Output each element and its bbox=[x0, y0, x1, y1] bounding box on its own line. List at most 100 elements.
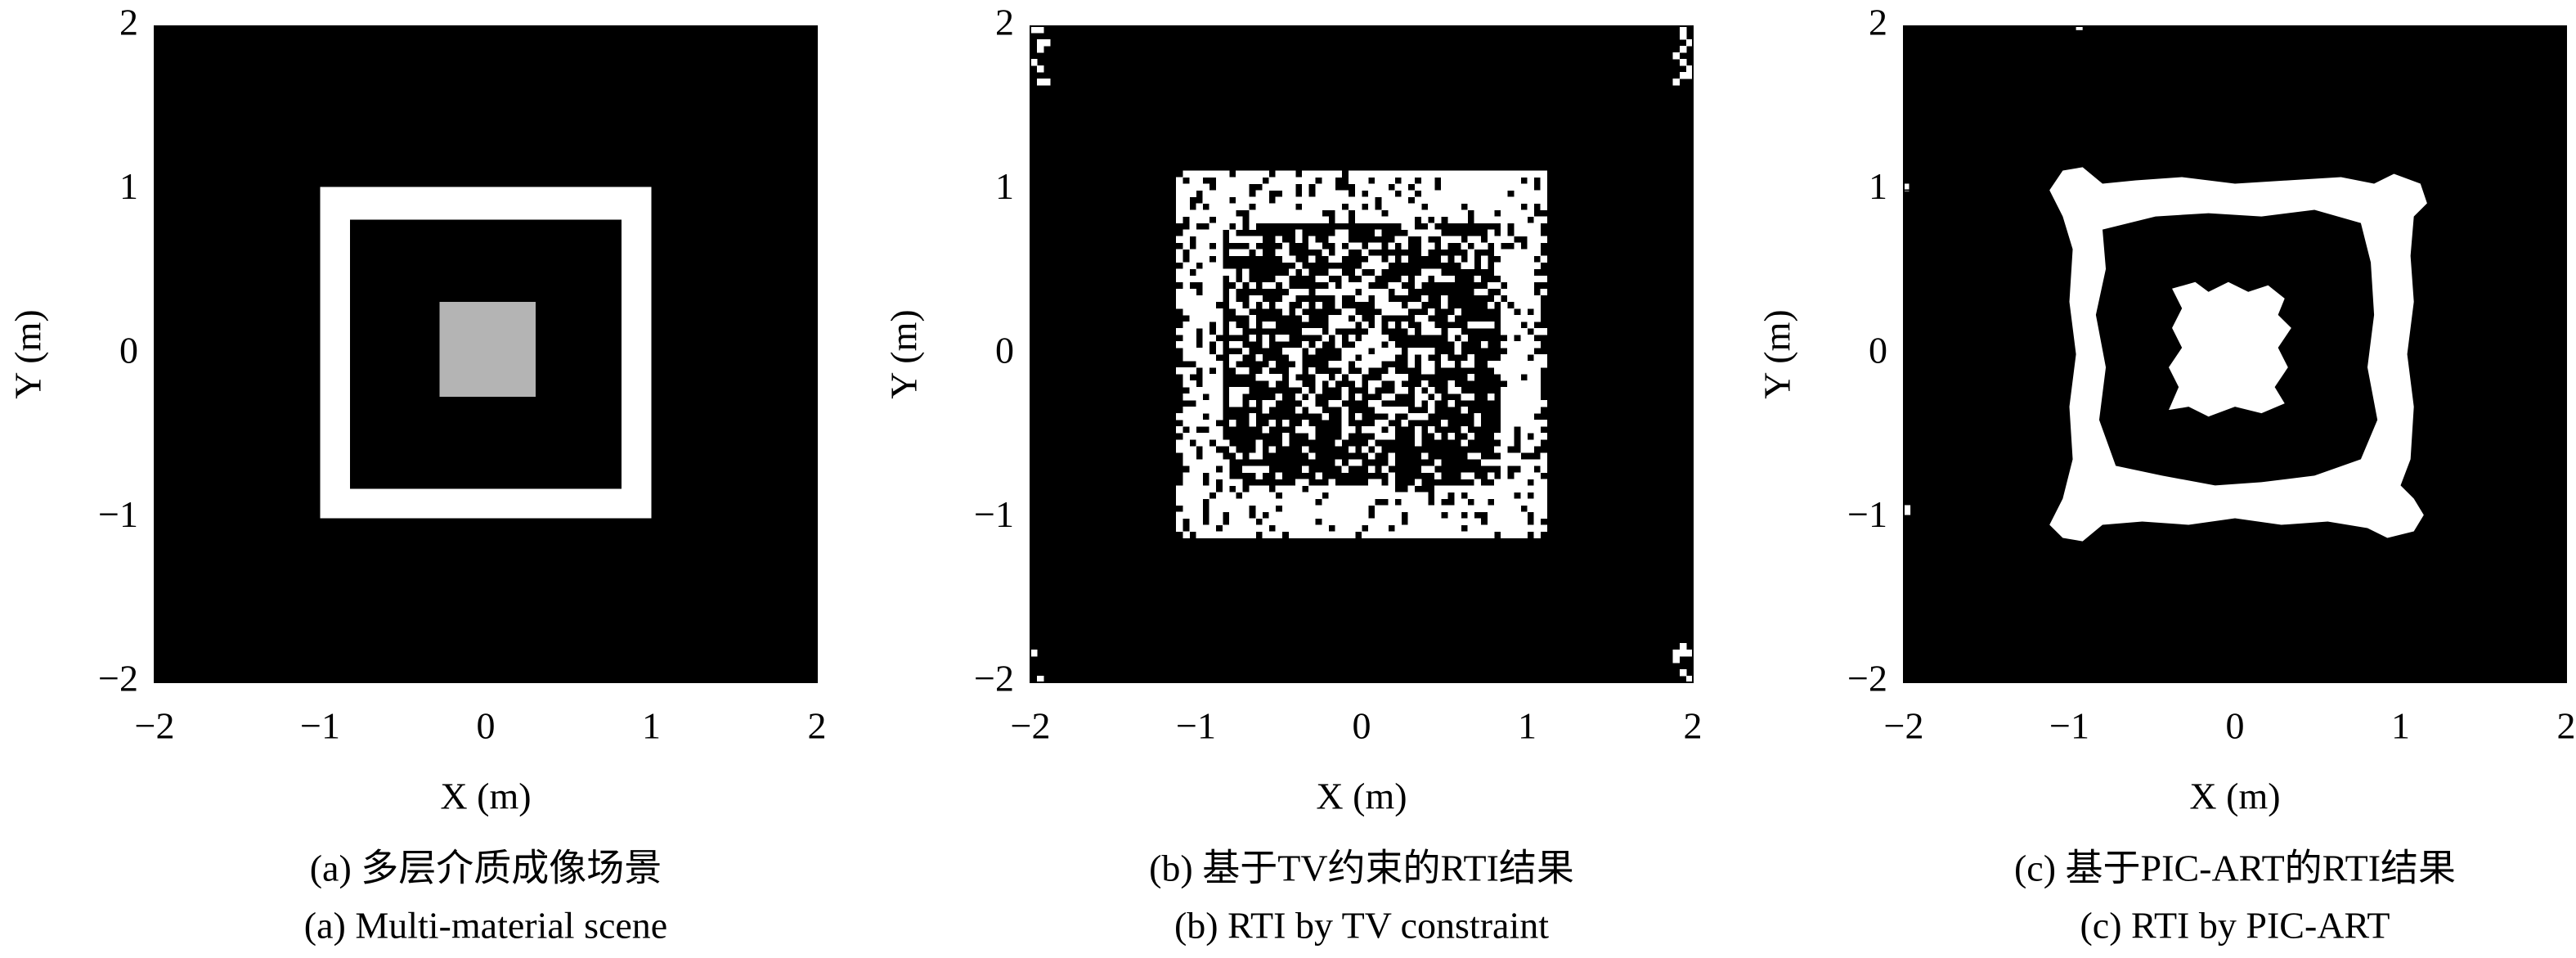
speckle bbox=[1288, 367, 1296, 375]
speckle bbox=[1189, 308, 1196, 316]
speckle bbox=[1315, 327, 1322, 335]
speckle bbox=[1428, 531, 1435, 538]
speckle bbox=[1189, 170, 1196, 178]
speckle bbox=[1229, 340, 1236, 349]
speckle bbox=[1302, 190, 1309, 197]
speckle bbox=[1262, 492, 1270, 499]
speckle bbox=[1255, 485, 1263, 492]
speckle bbox=[1527, 466, 1535, 473]
speckle bbox=[1236, 505, 1243, 512]
speckle bbox=[1236, 367, 1243, 375]
speckle bbox=[1388, 340, 1395, 349]
speckle bbox=[1520, 301, 1528, 309]
speckle bbox=[1487, 236, 1495, 244]
speckle bbox=[1474, 236, 1482, 244]
speckle bbox=[1354, 203, 1362, 210]
speckle bbox=[1381, 347, 1389, 355]
speckle bbox=[1428, 400, 1435, 407]
speckle bbox=[1229, 354, 1236, 362]
speckle bbox=[1474, 498, 1482, 506]
speckle bbox=[1249, 281, 1256, 290]
speckle bbox=[1533, 394, 1542, 401]
speckle bbox=[1322, 190, 1329, 197]
speckle bbox=[1335, 288, 1343, 296]
speckle bbox=[1288, 203, 1296, 210]
speckle bbox=[1375, 190, 1382, 197]
speckle bbox=[1308, 407, 1316, 414]
speckle bbox=[1308, 203, 1316, 210]
speckle bbox=[1322, 531, 1329, 538]
speckle bbox=[1501, 170, 1508, 178]
speckle bbox=[1447, 505, 1455, 512]
speckle bbox=[1275, 472, 1283, 479]
speckle bbox=[1368, 327, 1376, 335]
speckle bbox=[1467, 394, 1475, 401]
speckle bbox=[1414, 275, 1422, 283]
caption: (c) 基于PIC-ART的RTI结果 bbox=[2014, 848, 2456, 889]
speckle bbox=[1368, 262, 1376, 270]
speckle bbox=[1685, 649, 1693, 657]
speckle bbox=[1388, 242, 1395, 250]
speckle bbox=[1362, 361, 1369, 368]
speckle bbox=[1441, 236, 1448, 244]
speckle bbox=[1520, 216, 1528, 224]
speckle bbox=[1527, 203, 1535, 210]
speckle bbox=[1501, 374, 1508, 381]
speckle bbox=[1414, 183, 1422, 191]
speckle bbox=[1507, 505, 1515, 512]
speckle bbox=[1441, 170, 1448, 178]
speckle bbox=[1487, 459, 1495, 466]
speckle bbox=[1527, 295, 1535, 303]
speckle bbox=[1242, 518, 1250, 525]
speckle bbox=[1196, 485, 1204, 492]
speckle bbox=[1362, 492, 1369, 499]
speckle bbox=[1474, 196, 1482, 204]
speckle bbox=[1335, 190, 1343, 197]
speckle bbox=[1407, 354, 1416, 362]
speckle bbox=[1183, 394, 1190, 401]
speckle bbox=[1533, 361, 1542, 368]
speckle bbox=[1209, 295, 1217, 303]
speckle bbox=[1394, 281, 1402, 290]
speckle bbox=[1414, 413, 1422, 421]
speckle bbox=[1368, 380, 1376, 388]
speckle bbox=[1262, 426, 1270, 434]
speckle bbox=[1381, 177, 1389, 184]
speckle bbox=[1189, 505, 1196, 512]
speckle bbox=[1434, 394, 1442, 401]
speckle bbox=[1401, 524, 1409, 532]
speckle bbox=[1183, 407, 1190, 414]
speckle bbox=[1202, 183, 1210, 191]
speckle bbox=[1467, 321, 1475, 329]
speckle bbox=[1202, 170, 1210, 178]
speckle bbox=[1341, 505, 1349, 512]
speckle bbox=[1341, 216, 1349, 224]
speckle bbox=[1447, 334, 1455, 342]
speckle bbox=[1434, 531, 1442, 538]
speckle bbox=[1202, 255, 1210, 263]
speckle bbox=[1262, 203, 1270, 210]
speckle bbox=[1037, 46, 1044, 53]
speckle bbox=[1540, 420, 1548, 427]
speckle bbox=[1480, 196, 1488, 204]
speckle bbox=[1480, 255, 1488, 263]
speckle bbox=[1229, 492, 1236, 499]
speckle bbox=[1236, 177, 1243, 184]
speckle bbox=[1388, 485, 1395, 492]
speckle bbox=[1487, 196, 1495, 204]
speckle bbox=[1288, 505, 1296, 512]
speckle bbox=[1401, 242, 1409, 250]
speckle bbox=[1275, 301, 1283, 309]
speckle bbox=[1341, 413, 1349, 421]
speckle bbox=[1362, 216, 1369, 224]
speckle bbox=[1315, 203, 1322, 210]
speckle bbox=[1514, 518, 1521, 525]
speckle bbox=[1335, 301, 1343, 309]
speckle bbox=[1183, 531, 1190, 538]
speckle bbox=[1215, 229, 1223, 237]
speckle bbox=[1527, 196, 1535, 204]
speckle bbox=[1196, 492, 1204, 499]
speckle bbox=[1189, 354, 1196, 362]
speckle bbox=[1288, 183, 1296, 191]
